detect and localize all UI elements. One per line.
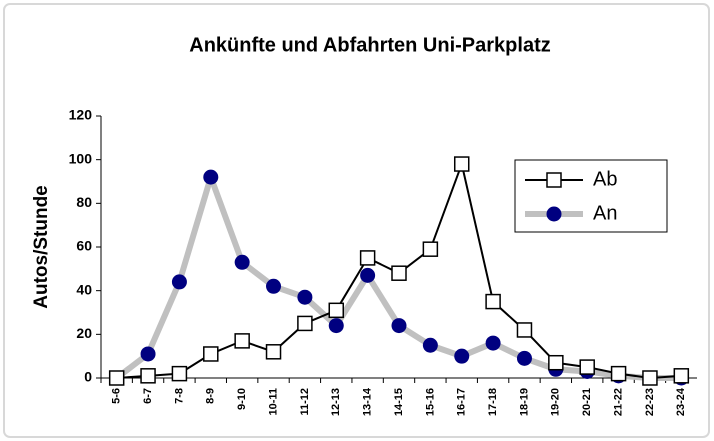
chart-title: Ankünfte und Abfahrten Uni-Parkplatz <box>189 34 550 56</box>
data-point <box>391 318 407 334</box>
legend-label: Ab <box>593 168 617 190</box>
data-point <box>297 289 313 305</box>
x-tick-label: 12-13 <box>330 388 342 416</box>
legend-label: An <box>593 202 617 224</box>
x-tick-label: 15-16 <box>424 388 436 416</box>
data-point <box>108 370 125 386</box>
data-point <box>234 254 250 270</box>
x-tick-label: 9-10 <box>236 388 248 410</box>
data-point <box>171 365 188 382</box>
data-point <box>548 354 564 371</box>
data-point <box>140 368 156 384</box>
x-tick-label: 17-18 <box>487 388 499 416</box>
x-tick-label: 16-17 <box>456 388 468 416</box>
x-tick-label: 19-20 <box>550 388 562 416</box>
data-point <box>171 274 187 290</box>
x-tick-label: 10-11 <box>267 388 279 416</box>
data-point <box>516 350 532 366</box>
y-tick-label: 40 <box>76 281 92 297</box>
data-point <box>266 278 282 294</box>
legend-marker <box>546 206 562 222</box>
x-tick-label: 14-15 <box>393 388 405 416</box>
data-point <box>203 346 219 362</box>
data-point <box>359 250 376 266</box>
y-axis-label: Autos/Stunde <box>31 185 52 309</box>
data-point <box>516 322 533 338</box>
data-point <box>234 333 250 349</box>
x-tick-label: 6-7 <box>142 388 154 404</box>
data-point <box>422 241 439 257</box>
data-point <box>485 293 501 310</box>
x-tick-label: 21-22 <box>612 388 624 416</box>
y-tick-label: 0 <box>84 369 92 385</box>
data-point <box>642 370 658 386</box>
data-point <box>454 348 470 364</box>
data-point <box>610 365 627 382</box>
x-tick-label: 5-6 <box>111 388 123 404</box>
x-tick-label: 23-24 <box>675 387 687 416</box>
data-point <box>140 346 156 362</box>
x-tick-label: 22-23 <box>644 388 656 416</box>
data-point <box>422 337 438 353</box>
data-point <box>391 265 407 281</box>
y-tick-label: 60 <box>76 238 92 254</box>
data-point <box>297 315 313 332</box>
data-point <box>579 359 595 375</box>
legend-marker <box>546 172 562 188</box>
data-point <box>485 335 501 351</box>
x-tick-label: 8-9 <box>205 388 217 404</box>
x-tick-label: 18-19 <box>518 388 530 416</box>
data-point <box>328 302 345 319</box>
x-tick-label: 11-12 <box>299 388 311 416</box>
y-tick-label: 120 <box>69 107 93 123</box>
data-point <box>360 267 376 283</box>
data-point <box>265 344 282 360</box>
x-tick-label: 7-8 <box>173 388 185 404</box>
chart-frame <box>3 3 710 438</box>
x-tick-label: 20-21 <box>581 388 593 416</box>
data-point <box>673 368 690 384</box>
data-point <box>453 156 470 172</box>
x-tick-label: 13-14 <box>362 387 374 416</box>
y-tick-label: 100 <box>69 150 93 166</box>
y-tick-label: 20 <box>76 325 92 341</box>
data-point <box>328 318 344 334</box>
legend-box <box>514 159 668 233</box>
data-point <box>203 169 219 185</box>
y-tick-label: 80 <box>76 194 92 210</box>
